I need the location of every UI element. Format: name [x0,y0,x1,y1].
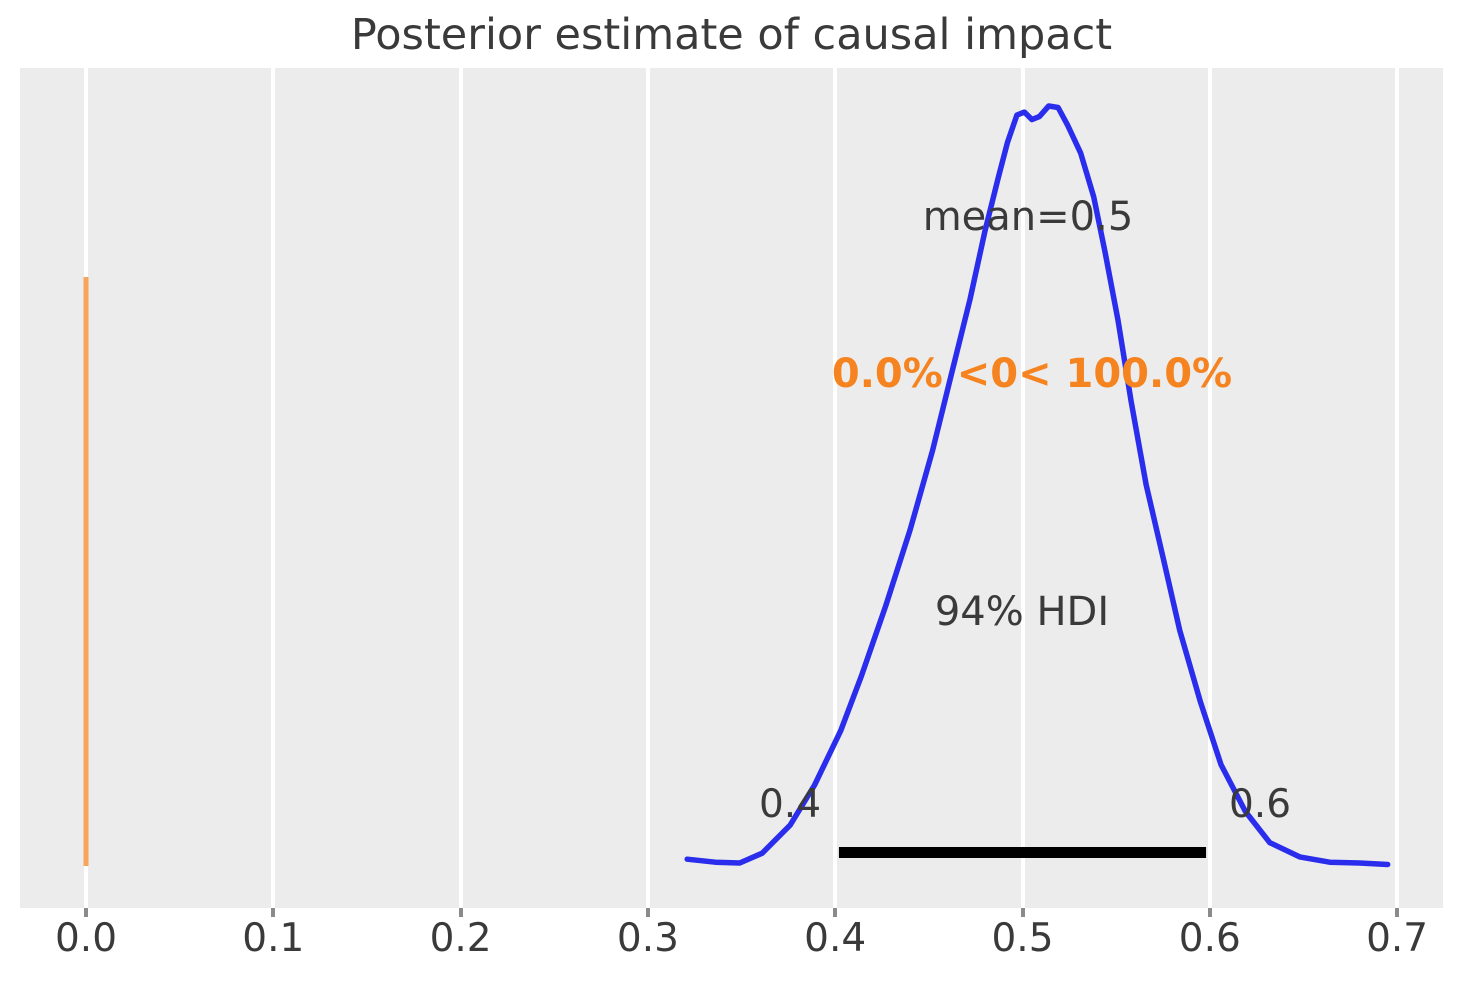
x-tick-label: 0.1 [242,916,305,961]
chart-canvas [83,103,1391,868]
gridline [1395,68,1400,908]
chart-title: Posterior estimate of causal impact [350,10,1113,60]
x-tick-label: 0.5 [991,916,1054,961]
x-tick-mark [271,908,276,917]
gridline [645,68,650,908]
gridline [1020,68,1025,908]
x-tick-mark [1020,908,1025,917]
kde-curve [684,103,1391,868]
gridline [833,68,838,908]
x-tick-label: 0.7 [1366,916,1429,961]
x-tick-mark [458,908,463,917]
x-tick-label: 0.2 [429,916,492,961]
x-tick-mark [833,908,838,917]
x-tick-label: 0.3 [616,916,679,961]
x-tick-label: 0.6 [1178,916,1241,961]
x-tick-mark [1395,908,1400,917]
hdi-prob-annotation: 94% HDI [934,589,1110,635]
ref-val-annotation: 0.0% <0< 100.0% [831,351,1233,397]
gridline [271,68,276,908]
x-tick-mark [645,908,650,917]
hdi-upper-value: 0.6 [1228,782,1292,827]
gridline [458,68,463,908]
x-tick-mark [1207,908,1212,917]
gridline [1207,68,1212,908]
x-tick-mark [84,908,88,917]
hdi-lower-value: 0.4 [758,782,822,827]
x-tick-label: 0.0 [54,916,118,961]
mean-annotation: mean=0.5 [922,194,1134,240]
plot-area: mean=0.5 0.0% <0< 100.0% 94% HDI 0.4 0.6… [20,68,1443,961]
x-tick-label: 0.4 [804,916,867,961]
